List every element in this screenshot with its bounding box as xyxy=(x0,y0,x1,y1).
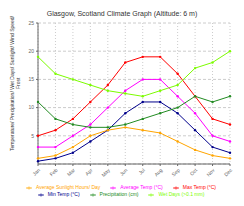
svg-text:Apr: Apr xyxy=(84,167,94,177)
svg-text:20: 20 xyxy=(28,48,34,54)
svg-text:10: 10 xyxy=(28,104,34,110)
svg-text:Aug: Aug xyxy=(153,167,164,178)
svg-text:Jan: Jan xyxy=(31,167,41,177)
html-text:Min Temp (°C): Min Temp (°C) xyxy=(47,191,80,197)
svg-text:May: May xyxy=(100,167,111,178)
html-text:Glasgow, Scotland Climate Grap: Glasgow, Scotland Climate Graph (Altitud… xyxy=(46,10,198,17)
svg-text:15: 15 xyxy=(28,76,34,82)
html-text:Temperature/ Precipitation/ We: Temperature/ Precipitation/ Wet Days/ Su… xyxy=(9,16,21,151)
html-text:Precipitation (cm): Precipitation (cm) xyxy=(99,191,139,197)
svg-text:Mar: Mar xyxy=(66,167,77,178)
svg-text:Feb: Feb xyxy=(48,167,58,177)
svg-text:Oct: Oct xyxy=(189,167,199,177)
svg-text:Dec: Dec xyxy=(223,167,234,178)
html-text:Max Temp (°C): Max Temp (°C) xyxy=(182,184,216,190)
html-text:Average Temp (°C): Average Temp (°C) xyxy=(120,184,163,190)
html-text:Average Sunlight Hours/ Day: Average Sunlight Hours/ Day xyxy=(36,184,101,190)
svg-text:25: 25 xyxy=(28,20,34,26)
svg-text:Nov: Nov xyxy=(205,167,216,178)
svg-text:Jul: Jul xyxy=(137,167,146,176)
html-text:Wet Days (>0.1 mm): Wet Days (>0.1 mm) xyxy=(158,191,205,197)
svg-text:Sep: Sep xyxy=(170,167,181,178)
svg-text:5: 5 xyxy=(31,133,34,139)
svg-text:Jun: Jun xyxy=(119,167,129,177)
